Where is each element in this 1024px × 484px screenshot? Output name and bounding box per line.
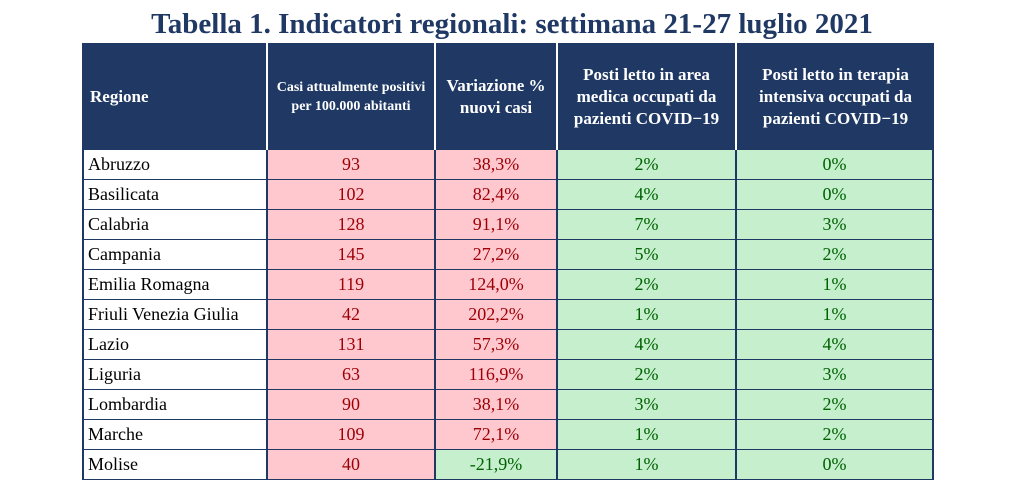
cell-casi: 102 xyxy=(268,180,436,209)
cell-casi: 119 xyxy=(268,270,436,299)
cell-regione: Lazio xyxy=(82,330,268,359)
cell-casi: 40 xyxy=(268,450,436,479)
cell-regione: Calabria xyxy=(82,210,268,239)
header-casi: Casi attualmente positivi per 100.000 ab… xyxy=(268,43,436,150)
cell-casi: 63 xyxy=(268,360,436,389)
table-row: Emilia Romagna 119 124,0% 2% 1% xyxy=(82,270,934,300)
cell-variazione: 38,3% xyxy=(436,150,558,179)
cell-regione: Molise xyxy=(82,450,268,479)
table-row: Campania 145 27,2% 5% 2% xyxy=(82,240,934,270)
cell-area-medica: 2% xyxy=(558,150,737,179)
cell-terapia-intensiva: 3% xyxy=(737,360,934,389)
cell-terapia-intensiva: 2% xyxy=(737,390,934,419)
cell-terapia-intensiva: 3% xyxy=(737,210,934,239)
table-row: Calabria 128 91,1% 7% 3% xyxy=(82,210,934,240)
cell-variazione: 27,2% xyxy=(436,240,558,269)
cell-area-medica: 5% xyxy=(558,240,737,269)
cell-regione: Liguria xyxy=(82,360,268,389)
cell-area-medica: 4% xyxy=(558,180,737,209)
cell-regione: Marche xyxy=(82,420,268,449)
table-row: Lombardia 90 38,1% 3% 2% xyxy=(82,390,934,420)
cell-area-medica: 7% xyxy=(558,210,737,239)
cell-area-medica: 4% xyxy=(558,330,737,359)
cell-regione: Campania xyxy=(82,240,268,269)
cell-terapia-intensiva: 0% xyxy=(737,150,934,179)
cell-casi: 93 xyxy=(268,150,436,179)
cell-terapia-intensiva: 1% xyxy=(737,270,934,299)
cell-variazione: 72,1% xyxy=(436,420,558,449)
cell-area-medica: 2% xyxy=(558,270,737,299)
cell-casi: 109 xyxy=(268,420,436,449)
header-variazione: Variazione % nuovi casi xyxy=(436,43,558,150)
cell-regione: Friuli Venezia Giulia xyxy=(82,300,268,329)
table-row: Friuli Venezia Giulia 42 202,2% 1% 1% xyxy=(82,300,934,330)
cell-casi: 90 xyxy=(268,390,436,419)
cell-variazione: 202,2% xyxy=(436,300,558,329)
cell-terapia-intensiva: 4% xyxy=(737,330,934,359)
regional-indicators-table: Regione Casi attualmente positivi per 10… xyxy=(82,43,934,484)
table-row: Molise 40 -21,9% 1% 0% xyxy=(82,450,934,480)
cell-regione: Abruzzo xyxy=(82,150,268,179)
cell-terapia-intensiva: 0% xyxy=(737,450,934,479)
cell-terapia-intensiva: 2% xyxy=(737,240,934,269)
cell-regione: Emilia Romagna xyxy=(82,270,268,299)
cell-variazione: 116,9% xyxy=(436,360,558,389)
header-terapia-intensiva: Posti letto in terapia intensiva occupat… xyxy=(758,64,913,128)
cell-casi: 42 xyxy=(268,300,436,329)
header-regione: Regione xyxy=(82,43,268,150)
table-body: Abruzzo 93 38,3% 2% 0% Basilicata 102 82,4% 4% 0%… xyxy=(82,150,934,480)
cell-variazione: -21,9% xyxy=(436,450,558,479)
cell-regione: Basilicata xyxy=(82,180,268,209)
cell-area-medica: 1% xyxy=(558,300,737,329)
table-row: Basilicata 102 82,4% 4% 0% xyxy=(82,180,934,210)
cell-terapia-intensiva: 0% xyxy=(737,180,934,209)
cell-casi: 145 xyxy=(268,240,436,269)
table-row: Marche 109 72,1% 1% 2% xyxy=(82,420,934,450)
table-row: Lazio 131 57,3% 4% 4% xyxy=(82,330,934,360)
cell-area-medica: 1% xyxy=(558,420,737,449)
cell-variazione: 124,0% xyxy=(436,270,558,299)
cell-area-medica: 2% xyxy=(558,360,737,389)
cell-casi: 128 xyxy=(268,210,436,239)
cell-variazione: 57,3% xyxy=(436,330,558,359)
cell-casi: 131 xyxy=(268,330,436,359)
cell-terapia-intensiva: 2% xyxy=(737,420,934,449)
cell-area-medica: 1% xyxy=(558,450,737,479)
header-area-medica: Posti letto in area medica occupati da p… xyxy=(558,43,737,150)
cell-area-medica: 3% xyxy=(558,390,737,419)
table-header: Regione Casi attualmente positivi per 10… xyxy=(82,43,934,150)
table-title: Tabella 1. Indicatori regionali: settima… xyxy=(151,8,873,40)
cell-variazione: 82,4% xyxy=(436,180,558,209)
table-row: Liguria 63 116,9% 2% 3% xyxy=(82,360,934,390)
cell-variazione: 91,1% xyxy=(436,210,558,239)
cell-terapia-intensiva: 1% xyxy=(737,300,934,329)
table-row: Abruzzo 93 38,3% 2% 0% xyxy=(82,150,934,180)
cell-regione: Lombardia xyxy=(82,390,268,419)
cell-variazione: 38,1% xyxy=(436,390,558,419)
